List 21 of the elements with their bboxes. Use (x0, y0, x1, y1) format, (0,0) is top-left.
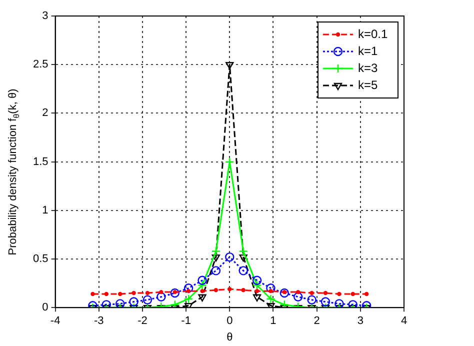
x-tick-label: -4 (50, 315, 60, 328)
x-tick-label: -2 (138, 315, 148, 328)
x-tick-label: 4 (400, 315, 408, 328)
y-tick-label: 1.5 (32, 156, 48, 168)
legend-label: k=0.1 (358, 26, 388, 41)
x-tick-label: 2 (314, 315, 320, 328)
y-tick-label: 0.5 (32, 253, 48, 266)
legend-label: k=5 (358, 78, 378, 92)
y-tick-label: 0 (42, 302, 48, 314)
x-tick-label: 3 (357, 315, 364, 328)
x-axis-title: θ (226, 331, 233, 344)
legend-label: k=1 (358, 44, 378, 58)
y-tick-label: 3 (42, 10, 48, 22)
x-tick-label: -1 (181, 315, 191, 328)
legend-label: k=3 (358, 60, 378, 75)
y-tick-label: 2.5 (32, 58, 48, 71)
x-tick-label: -3 (94, 315, 104, 328)
x-tick-label: 0 (226, 315, 233, 328)
y-tick-label: 2 (42, 107, 48, 120)
y-tick-label: 1 (42, 204, 48, 216)
x-tick-label: 1 (270, 315, 276, 328)
